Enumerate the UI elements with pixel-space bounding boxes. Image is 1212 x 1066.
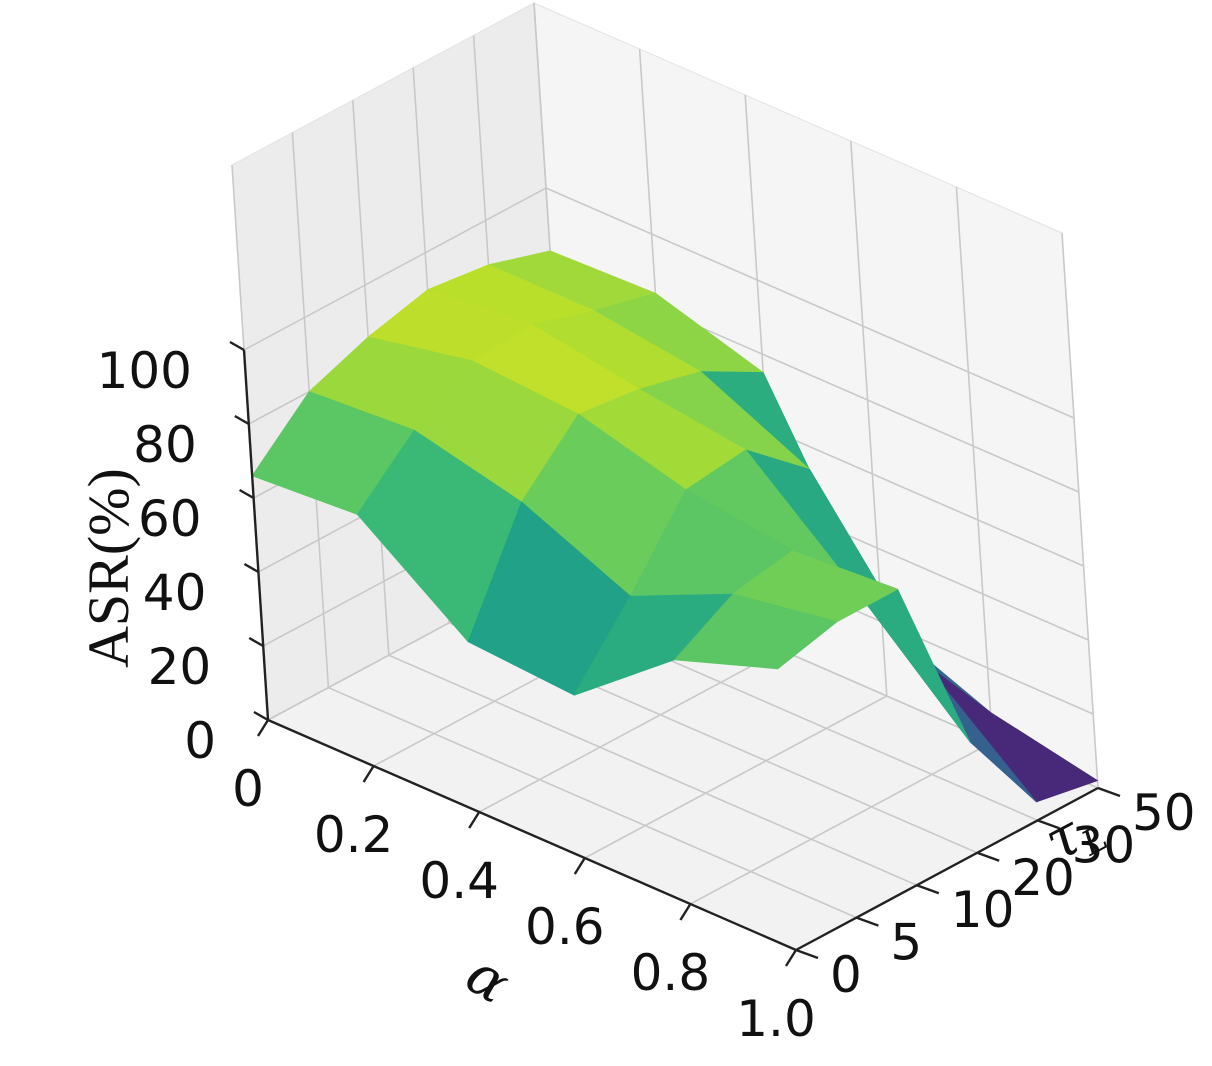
z-tick [229,340,245,352]
z-tick [243,562,259,574]
x-axis-label: α [455,942,522,1017]
z-tick-label: 20 [148,638,212,696]
x-tick [573,857,586,875]
z-tick [239,488,255,500]
x-tick-label: 1.0 [736,990,816,1048]
y-axis-line [795,786,1099,952]
z-axis-label: ASR(%) [76,468,141,668]
y-tick-label: 0 [830,946,862,1004]
x-tick [256,719,270,737]
z-axis-line [242,349,270,721]
x-axis-line [267,718,797,952]
z-tick-label: 40 [143,564,207,622]
z-tick-label: 80 [133,416,197,474]
y-tick-label: 10 [951,881,1015,939]
surface [251,250,1098,803]
x-tick-label: 0.4 [419,852,499,910]
grid-line-z [243,187,1075,419]
x-tick [362,765,375,783]
x-tick [784,949,798,967]
z-tick [253,710,269,722]
y-tick [1097,786,1121,798]
y-tick-label: 30 [1072,816,1136,874]
y-tick-label: 20 [1011,849,1075,907]
z-tick [248,636,264,648]
x-tick-label: 0.8 [631,944,711,1002]
x-tick-label: 0 [232,760,264,818]
z-tick-label: 100 [97,342,192,400]
x-tick [468,811,481,829]
y-tick [1037,819,1061,830]
y-tick [916,884,940,895]
x-tick-label: 0.2 [314,806,394,864]
z-tick-label: 60 [138,490,202,548]
y-tick [976,851,1000,862]
y-tick [855,916,879,927]
z-tick [234,414,250,426]
x-tick-label: 0.6 [525,898,605,956]
x-tick [679,903,692,921]
axis-lines [229,340,1121,967]
z-tick-label: 0 [184,712,216,770]
y-tick [795,948,819,960]
y-tick-label: 5 [890,914,922,972]
surface-patch [674,593,838,670]
y-tick-label: 50 [1132,784,1196,842]
